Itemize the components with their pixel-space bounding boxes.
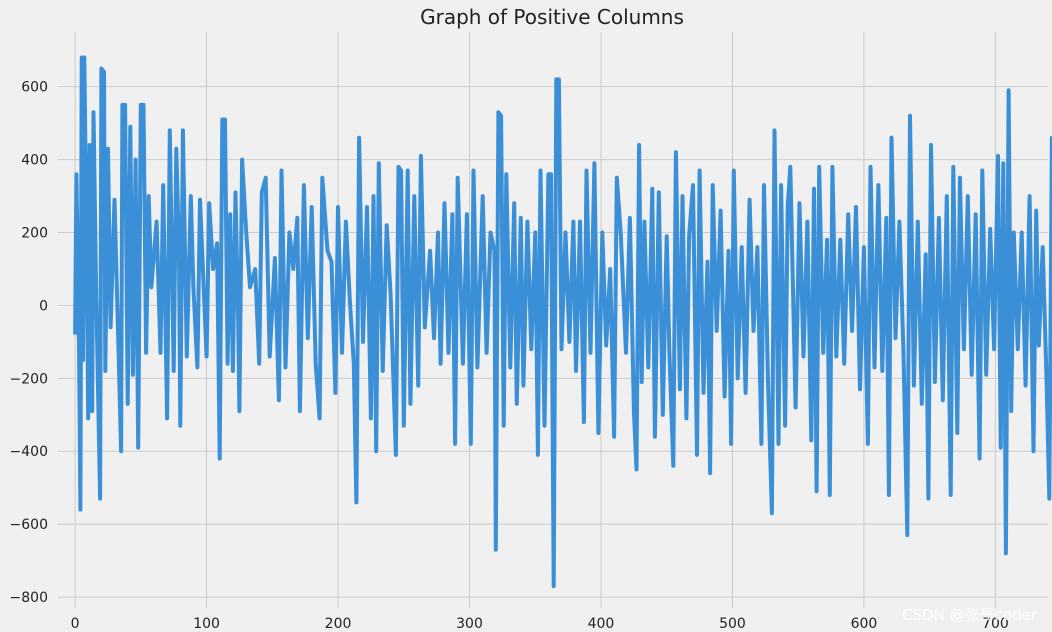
y-tick-label: 600 <box>21 80 48 96</box>
x-tick-label: 400 <box>588 616 615 632</box>
x-tick-label: 700 <box>982 616 1009 632</box>
x-tick-label: 0 <box>71 616 80 632</box>
y-tick-label: 200 <box>21 226 48 242</box>
watermark-text: CSDN @张哥coder <box>902 606 1038 624</box>
y-tick-label: −400 <box>10 444 48 460</box>
y-tick-label: 400 <box>21 153 48 169</box>
tick-labels: 0 100 200 300 400 500 600 700 −800 −600 −400 −200 0 2… <box>10 80 1009 632</box>
series-layer <box>73 55 1052 589</box>
x-tick-label: 500 <box>719 616 746 632</box>
x-tick-label: 100 <box>193 616 220 632</box>
series-line <box>73 55 1052 589</box>
chart-title: Graph of Positive Columns <box>420 5 684 29</box>
x-tick-label: 200 <box>325 616 352 632</box>
y-tick-label: 0 <box>39 298 48 314</box>
y-tick-label: −800 <box>10 590 48 606</box>
x-tick-label: 300 <box>456 616 483 632</box>
y-tick-label: −200 <box>10 371 48 387</box>
y-tick-label: −600 <box>10 517 48 533</box>
x-tick-label: 600 <box>851 616 878 632</box>
